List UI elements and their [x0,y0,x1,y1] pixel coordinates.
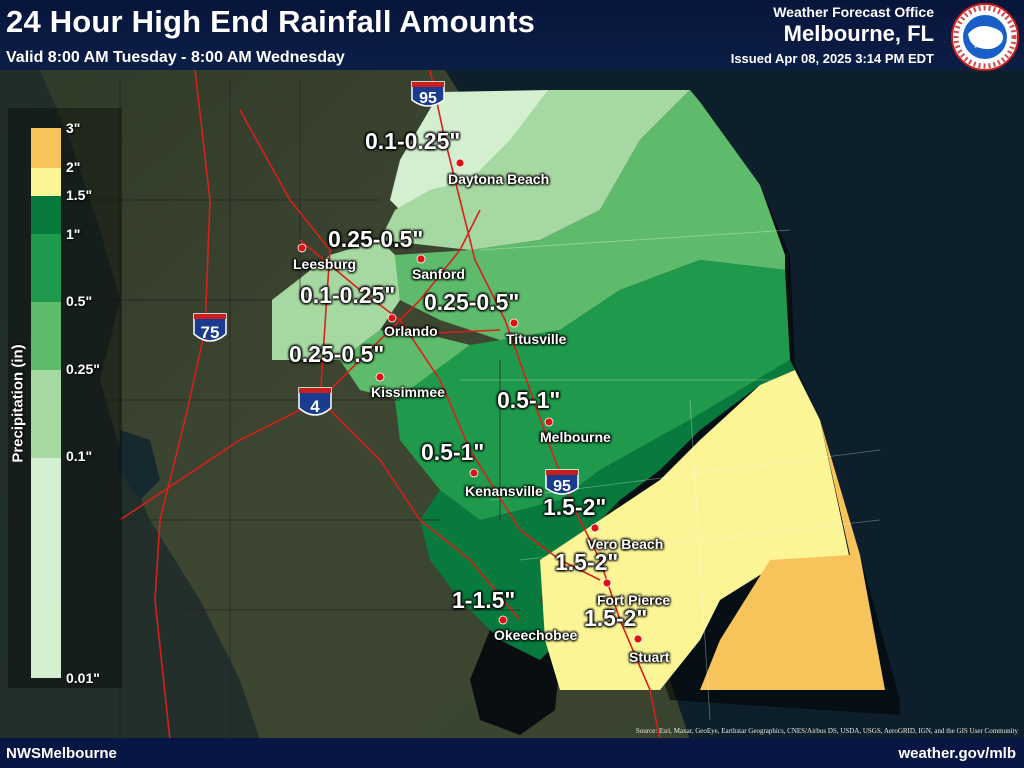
amount-label-melbourne: 0.5-1" [497,387,561,413]
tampa-bay [118,430,160,500]
legend-label-0_25: 0.25" [66,361,100,377]
city-label-melbourne: Melbourne [540,429,611,445]
legend-label-1: 1" [66,226,81,242]
road-i75 [154,69,211,741]
svg-text:95: 95 [553,478,571,495]
shield-i95-top: 95 [411,81,445,107]
legend-colorbar [31,128,61,678]
zone-0_1-a [380,90,690,250]
amount-label-leesburg: 0.25-0.5" [328,226,424,252]
svg-text:95: 95 [419,90,437,107]
road-turnpike [299,239,601,581]
zone-1_0 [420,360,795,660]
county-lines [0,80,520,740]
city-label-kenansville: Kenansville [465,483,543,499]
website-link[interactable]: weather.gov/mlb [898,745,1016,762]
city-dots [297,158,643,644]
nws-logo-icon [951,3,1019,71]
office-line2: Melbourne, FL [783,21,934,46]
road-i4 [119,209,481,521]
zone-0_5 [395,260,790,520]
city-label-daytona-beach: Daytona Beach [448,171,550,187]
legend-label-0_01: 0.01" [66,670,100,686]
amount-label-okeechobee: 1-1.5" [452,587,516,613]
amount-label-orlando-west: 0.1-0.25" [300,282,396,308]
footer-bar: NWSMelbourne weather.gov/mlb [0,738,1024,768]
city-label-kissimmee: Kissimmee [371,384,445,400]
shield-i75: 75 [193,313,227,342]
issued-time: Issued Apr 08, 2025 3:14 PM EDT [730,51,934,66]
roads [119,69,661,741]
shield-i4: 4 [298,387,332,416]
city-label-leesburg: Leesburg [293,256,357,272]
city-label-sanford: Sanford [412,266,465,282]
zone-2_0 [700,420,885,690]
gulf-coast [0,70,260,740]
city-label-titusville: Titusville [506,331,567,347]
road-us27 [239,109,521,621]
social-handle[interactable]: NWSMelbourne [6,745,117,762]
amount-label-orlando-east: 0.25-0.5" [424,289,520,315]
amount-label-kissimmee: 0.25-0.5" [289,341,385,367]
road-i95 [429,69,661,741]
legend-title: Precipitation (in) [9,344,27,463]
page-title: 24 Hour High End Rainfall Amounts [6,4,536,39]
svg-text:75: 75 [201,323,220,342]
road-528 [389,329,501,336]
city-label-okeechobee: Okeechobee [494,627,578,643]
legend-label-0_1: 0.1" [66,448,93,464]
zone-0_25-a [395,90,785,340]
office-block: Weather Forecast Office Melbourne, FL Is… [731,4,934,66]
svg-text:4: 4 [310,397,320,416]
header-bar: 24 Hour High End Rainfall Amounts Valid … [0,0,1024,71]
legend-label-2: 2" [66,159,81,175]
shield-i95-south: 95 [545,469,579,495]
amount-label-vero: 1.5-2" [543,494,607,520]
amount-label-kenansville: 0.5-1" [421,439,485,465]
valid-period: Valid 8:00 AM Tuesday - 8:00 AM Wednesda… [6,49,345,66]
city-label-orlando: Orlando [384,323,438,339]
amount-label-daytona: 0.1-0.25" [365,128,461,154]
legend-label-3: 3" [66,120,81,136]
city-label-stuart: Stuart [629,649,670,665]
map-credits: Source: Esri, Maxar, GeoEye, Earthstar G… [635,727,1018,735]
amount-label-stuart: 1.5-2" [584,605,648,631]
legend-label-0_5: 0.5" [66,293,93,309]
city-label-vero-beach: Vero Beach [587,536,664,552]
city-label-fort-pierce: Fort Pierce [597,592,671,608]
legend-label-1_5: 1.5" [66,187,93,203]
office-line1: Weather Forecast Office [773,4,934,20]
legend-box [8,108,122,688]
amount-label-fortpierce: 1.5-2" [555,549,619,575]
zone-0_1-b [272,240,400,360]
